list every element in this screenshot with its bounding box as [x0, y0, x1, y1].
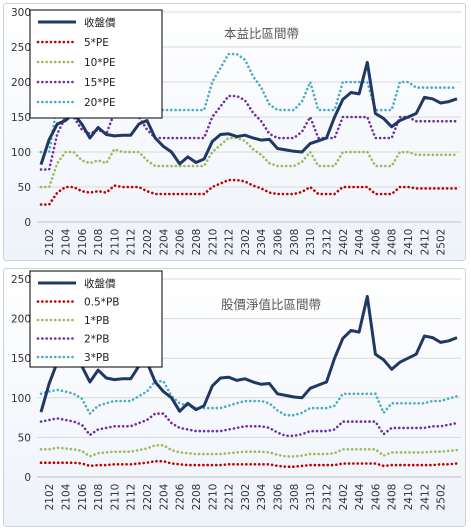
x-tick-label: 2408 — [387, 484, 399, 511]
x-tick-label: 2106 — [77, 228, 89, 255]
pe-series-line-2 — [39, 136, 459, 189]
y-tick-label: 0 — [24, 217, 31, 229]
x-tick-label: 2212 — [224, 484, 236, 511]
x-tick-label: 2412 — [419, 484, 431, 511]
legend-label: 3*PB — [84, 352, 109, 364]
x-tick-label: 2310 — [305, 229, 317, 256]
y-tick-label: 50 — [18, 182, 31, 194]
legend-label: 20*PE — [84, 97, 116, 109]
legend-label: 15*PE — [84, 77, 116, 89]
x-tick-label: 2104 — [60, 483, 72, 510]
pe-band-chart: 0 50 100 150 200 250 300 2102 2104 2106 2108 2110 21… — [3, 3, 466, 261]
x-tick-label: 2202 — [142, 229, 154, 256]
x-tick-label: 2212 — [224, 229, 236, 256]
x-tick-label: 2408 — [387, 229, 399, 256]
x-tick-label: 2306 — [273, 483, 285, 510]
y-tick-label: 100 — [11, 147, 31, 159]
y-tick-label: 100 — [11, 393, 31, 405]
x-tick-label: 2206 — [175, 228, 187, 255]
x-tick-label: 2206 — [175, 483, 187, 510]
x-tick-label: 2302 — [240, 484, 252, 511]
x-tick-label: 2308 — [289, 484, 301, 511]
x-tick-label: 2210 — [207, 484, 219, 511]
legend-label: 收盤價 — [84, 16, 116, 29]
x-tick-label: 2208 — [191, 484, 203, 511]
pb-series-line-1 — [39, 459, 459, 468]
x-tick-label: 2104 — [60, 228, 72, 255]
x-tick-label: 2108 — [93, 229, 105, 256]
legend-label: 10*PE — [84, 57, 116, 69]
pe-series-line-0 — [39, 60, 458, 166]
legend: 收盤價 0.5*PB 1*PB 2*PB 3*PB — [29, 270, 163, 368]
x-tick-label: 2410 — [403, 229, 415, 256]
y-tick-label: 300 — [11, 7, 31, 19]
x-tick-label: 2208 — [191, 229, 203, 256]
pe-band-chart-svg: 0 50 100 150 200 250 300 2102 2104 2106 2108 2110 21… — [11, 7, 461, 256]
x-tick-label: 2204 — [158, 483, 170, 510]
pb-series-line-4 — [39, 379, 459, 417]
x-tick-label: 2102 — [44, 229, 56, 256]
y-tick-label: 0 — [24, 472, 31, 484]
x-tick-label: 2112 — [126, 229, 138, 256]
legend-label: 2*PB — [84, 334, 109, 346]
y-tick-label: 150 — [11, 353, 31, 365]
pb-series-line-3 — [39, 412, 459, 438]
x-tick-label: 2112 — [126, 484, 138, 511]
x-tick-label: 2306 — [273, 228, 285, 255]
y-tick-label: 50 — [18, 432, 31, 444]
x-tick-label: 2406 — [370, 228, 382, 255]
x-tick-label: 2406 — [370, 483, 382, 510]
x-tick-label: 2410 — [403, 484, 415, 511]
pb-series-line-2 — [39, 444, 459, 458]
pe-series-line-1 — [39, 178, 459, 206]
x-tick-label: 2502 — [436, 484, 448, 511]
x-tick-label: 2210 — [207, 229, 219, 256]
x-tick-label: 2412 — [419, 229, 431, 256]
x-tick-label: 2106 — [77, 483, 89, 510]
x-tick-label: 2110 — [109, 229, 121, 256]
y-tick-label: 200 — [11, 314, 31, 326]
legend-box — [29, 270, 163, 368]
pb-band-chart-svg: 0 50 100 150 200 250 2102 2104 2106 2108 2110 2112 2… — [11, 270, 461, 511]
y-tick-label: 250 — [11, 274, 31, 286]
legend-label: 收盤價 — [84, 277, 116, 290]
x-tick-label: 2204 — [158, 228, 170, 255]
x-tick-label: 2110 — [109, 484, 121, 511]
x-tick-label: 2302 — [240, 229, 252, 256]
x-tick-label: 2108 — [93, 484, 105, 511]
x-tick-label: 2304 — [256, 483, 268, 510]
x-tick-label: 2308 — [289, 229, 301, 256]
x-tick-label: 2304 — [256, 228, 268, 255]
pb-band-chart: 0 50 100 150 200 250 2102 2104 2106 2108 2110 2112 2… — [3, 268, 466, 527]
x-tick-label: 2310 — [305, 484, 317, 511]
legend-label: 5*PE — [84, 37, 109, 49]
legend-label: 1*PB — [84, 315, 109, 327]
y-tick-label: 200 — [11, 77, 31, 89]
y-tick-label: 150 — [11, 112, 31, 124]
x-tick-label: 2312 — [321, 484, 333, 511]
legend-label: 0.5*PB — [84, 297, 119, 309]
chart-title: 股價淨值比區間帶 — [221, 297, 321, 312]
x-tick-label: 2404 — [354, 483, 366, 510]
pe-series-line-3 — [39, 94, 459, 171]
y-tick-label: 250 — [11, 42, 31, 54]
x-tick-label: 2402 — [338, 484, 350, 511]
pb-series-line-0 — [39, 294, 458, 413]
x-tick-label: 2312 — [321, 229, 333, 256]
x-tick-label: 2402 — [338, 229, 350, 256]
legend: 收盤價 5*PE 10*PE 15*PE 20*PE — [29, 9, 163, 119]
chart-title: 本益比區間帶 — [224, 26, 299, 41]
x-tick-label: 2502 — [436, 229, 448, 256]
x-tick-label: 2404 — [354, 228, 366, 255]
x-tick-label: 2102 — [44, 484, 56, 511]
legend-box — [29, 9, 163, 119]
x-tick-label: 2202 — [142, 484, 154, 511]
